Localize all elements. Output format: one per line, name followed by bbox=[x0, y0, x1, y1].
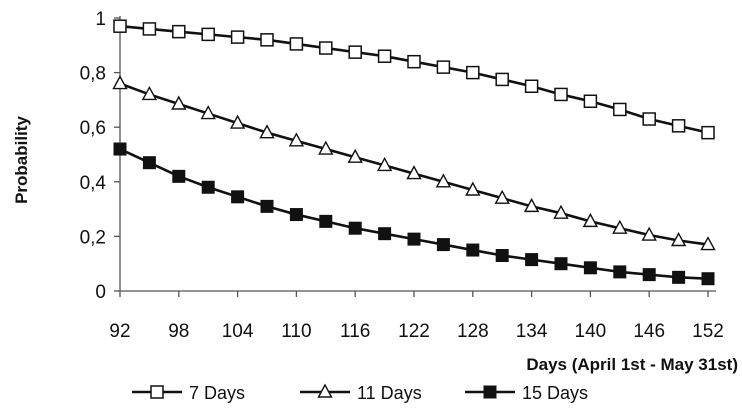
data-point-marker bbox=[231, 190, 245, 204]
data-point-marker bbox=[494, 189, 510, 204]
data-point-marker bbox=[524, 79, 539, 93]
data-point-marker bbox=[288, 132, 305, 147]
data-point-marker bbox=[142, 22, 157, 36]
legend: 7 Days 11 Days 15 Days bbox=[132, 383, 588, 403]
x-tick-label: 98 bbox=[168, 321, 189, 342]
x-tick-label: 134 bbox=[516, 321, 548, 342]
data-point-marker bbox=[260, 33, 274, 47]
data-point-marker bbox=[553, 204, 569, 219]
data-point-marker bbox=[112, 75, 128, 90]
axes: 0 0,2 0,4 0,6 0,8 1 92 98 104 110 116 122 128 134 140 1… bbox=[80, 9, 724, 342]
data-point-marker bbox=[319, 41, 333, 55]
x-tick-label: 140 bbox=[575, 321, 607, 342]
data-point-marker bbox=[229, 114, 246, 129]
data-point-marker bbox=[672, 270, 686, 284]
data-point-marker bbox=[407, 232, 421, 246]
x-tick-label: 116 bbox=[340, 321, 370, 342]
data-point-marker bbox=[259, 124, 275, 139]
data-point-marker bbox=[495, 249, 509, 263]
data-point-marker bbox=[554, 87, 568, 102]
data-point-marker bbox=[582, 212, 599, 228]
x-tick-label: 152 bbox=[692, 321, 724, 342]
x-axis-title: Days (April 1st - May 31st) bbox=[526, 355, 738, 374]
data-point-marker bbox=[436, 60, 451, 74]
legend-label: 15 Days bbox=[522, 383, 588, 403]
legend-label: 11 Days bbox=[357, 383, 422, 403]
x-tick-label: 104 bbox=[222, 321, 254, 342]
data-point-marker bbox=[671, 119, 686, 133]
data-point-marker bbox=[642, 268, 656, 282]
data-point-marker bbox=[347, 148, 363, 163]
data-point-marker bbox=[466, 243, 480, 257]
data-point-marker bbox=[495, 72, 509, 87]
x-tick-label: 92 bbox=[109, 321, 130, 342]
x-tick-label: 110 bbox=[281, 321, 311, 342]
y-tick-label: 0,2 bbox=[80, 227, 106, 248]
x-tick-label: 128 bbox=[457, 321, 489, 342]
data-point-marker bbox=[230, 30, 245, 44]
data-point-marker bbox=[583, 261, 597, 275]
y-tick-label: 0 bbox=[95, 282, 106, 303]
data-point-marker bbox=[142, 156, 156, 170]
data-point-marker bbox=[289, 37, 304, 51]
series-11-days bbox=[112, 75, 716, 251]
data-point-marker bbox=[348, 221, 362, 235]
x-tick-label: 122 bbox=[398, 321, 430, 342]
data-point-marker bbox=[407, 54, 421, 69]
data-point-marker bbox=[701, 272, 715, 286]
data-point-marker bbox=[201, 27, 215, 42]
data-point-marker bbox=[436, 238, 450, 252]
data-point-marker bbox=[141, 85, 158, 101]
data-point-marker bbox=[613, 265, 627, 279]
data-point-marker bbox=[642, 112, 656, 126]
y-tick-label: 0,8 bbox=[80, 64, 106, 85]
data-point-marker bbox=[377, 49, 392, 63]
data-point-marker bbox=[260, 199, 274, 213]
data-point-marker bbox=[171, 95, 187, 110]
data-point-marker bbox=[150, 385, 164, 399]
data-point-marker bbox=[525, 253, 539, 267]
legend-item: 7 Days bbox=[132, 383, 245, 403]
data-point-marker bbox=[319, 214, 333, 228]
y-tick-label: 1 bbox=[95, 9, 106, 30]
data-point-marker bbox=[172, 169, 186, 183]
data-point-marker bbox=[523, 197, 540, 213]
y-tick-label: 0,4 bbox=[80, 173, 107, 194]
y-tick-label: 0,6 bbox=[80, 118, 106, 139]
x-tick-label: 146 bbox=[633, 321, 665, 342]
data-point-marker bbox=[554, 257, 568, 271]
data-point-marker bbox=[612, 219, 628, 234]
data-point-marker bbox=[318, 140, 334, 155]
data-point-marker bbox=[378, 227, 392, 241]
data-point-marker bbox=[200, 105, 216, 120]
legend-item: 11 Days bbox=[300, 383, 422, 403]
legend-label: 7 Days bbox=[189, 383, 245, 403]
series-group bbox=[112, 19, 716, 286]
data-point-marker bbox=[701, 125, 715, 140]
data-point-marker bbox=[406, 165, 422, 180]
data-point-marker bbox=[583, 94, 598, 109]
data-point-marker bbox=[613, 102, 627, 117]
series-15-days bbox=[113, 142, 715, 286]
data-point-marker bbox=[466, 65, 480, 80]
legend-item: 15 Days bbox=[465, 383, 588, 403]
data-point-marker bbox=[435, 173, 452, 188]
series-7-days bbox=[113, 19, 715, 140]
data-point-marker bbox=[376, 156, 393, 172]
data-point-marker bbox=[483, 385, 497, 399]
y-axis-title: Probability bbox=[12, 116, 31, 204]
data-point-marker bbox=[670, 232, 687, 247]
data-point-marker bbox=[201, 180, 215, 194]
data-point-marker bbox=[641, 226, 657, 241]
data-point-marker bbox=[348, 45, 362, 59]
data-point-marker bbox=[289, 208, 303, 222]
data-point-marker bbox=[465, 181, 481, 196]
data-point-marker bbox=[700, 236, 716, 251]
data-point-marker bbox=[172, 24, 186, 39]
data-point-marker bbox=[317, 383, 333, 398]
data-point-marker bbox=[113, 19, 127, 33]
data-point-marker bbox=[113, 142, 127, 156]
